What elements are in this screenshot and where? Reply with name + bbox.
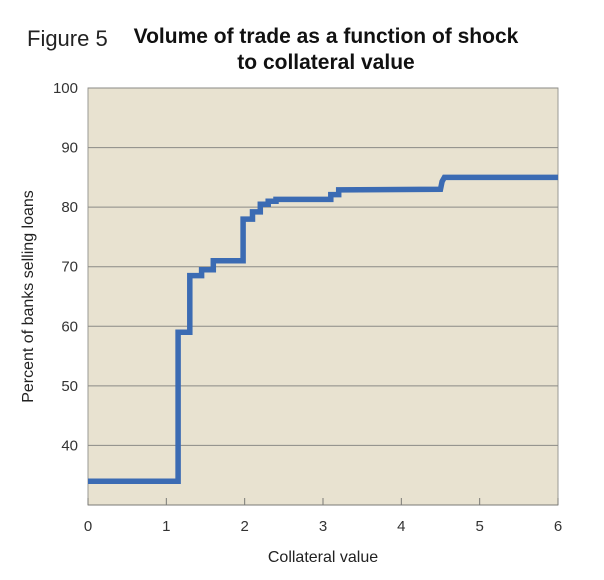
- chart-title-line-1: Volume of trade as a function of shock: [133, 25, 519, 48]
- figure-label: Figure 5: [27, 26, 108, 51]
- x-tick-label: 3: [319, 518, 327, 535]
- y-tick-label: 50: [61, 378, 78, 395]
- chart-title-line-2: to collateral value: [237, 51, 415, 74]
- tick-labels: 40 50 60 70 80 90 100 0 1 2 3 4 5 6: [53, 80, 562, 535]
- x-tick-label: 4: [397, 518, 405, 535]
- x-axis-label: Collateral value: [268, 549, 378, 566]
- y-tick-label: 40: [61, 437, 78, 454]
- series-line: [88, 174, 558, 484]
- x-tick-label: 2: [240, 518, 248, 535]
- x-tick-label: 0: [84, 518, 92, 535]
- plot-area: [87, 87, 559, 506]
- y-tick-label: 80: [61, 199, 78, 216]
- y-tick-label: 100: [53, 80, 78, 97]
- chart-title: Volume of trade as a function of shock t…: [130, 24, 522, 76]
- gridlines: [87, 87, 559, 506]
- y-axis-label: Percent of banks selling loans: [20, 190, 37, 403]
- x-tick-label: 1: [162, 518, 170, 535]
- x-tick-label: 6: [554, 518, 562, 535]
- y-tick-label: 90: [61, 140, 78, 157]
- x-tick-label: 5: [475, 518, 483, 535]
- y-tick-label: 60: [61, 318, 78, 335]
- y-tick-label: 70: [61, 259, 78, 276]
